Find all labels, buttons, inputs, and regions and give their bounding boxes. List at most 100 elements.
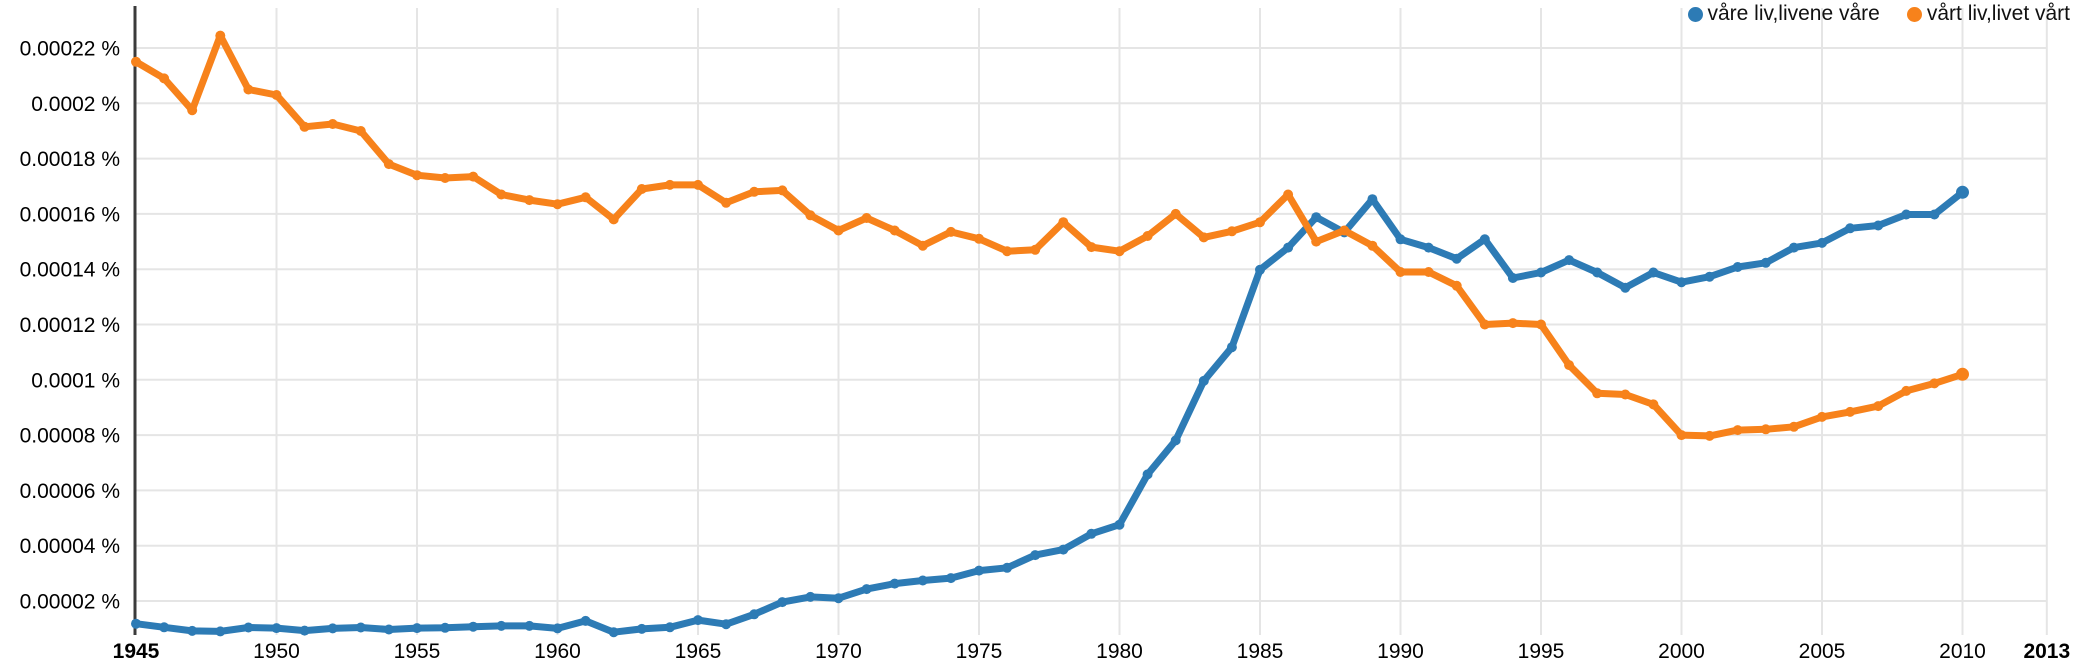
data-point[interactable] (833, 593, 844, 604)
data-point[interactable] (608, 214, 619, 225)
data-point[interactable] (383, 159, 394, 170)
data-point[interactable] (271, 623, 282, 634)
data-point[interactable] (496, 620, 507, 631)
data-point[interactable] (1620, 282, 1631, 293)
data-point[interactable] (1479, 234, 1490, 245)
data-point[interactable] (1648, 399, 1659, 410)
data-point[interactable] (243, 622, 254, 633)
data-point[interactable] (693, 179, 703, 190)
data-point[interactable] (1704, 430, 1715, 441)
data-point[interactable] (1956, 185, 1969, 199)
data-point[interactable] (327, 119, 338, 129)
data-point[interactable] (1170, 208, 1181, 219)
data-point[interactable] (299, 625, 310, 636)
series-line-0[interactable] (132, 188, 1966, 636)
data-point[interactable] (1395, 267, 1406, 277)
data-point[interactable] (1901, 209, 1912, 220)
data-point[interactable] (1788, 421, 1799, 432)
data-point[interactable] (355, 622, 366, 633)
data-point[interactable] (1760, 257, 1771, 268)
data-point[interactable] (1845, 223, 1856, 234)
data-point[interactable] (861, 213, 872, 223)
data-point[interactable] (1507, 318, 1518, 329)
data-point[interactable] (721, 619, 732, 630)
data-point[interactable] (468, 621, 479, 632)
data-point[interactable] (1564, 360, 1575, 371)
data-point[interactable] (440, 622, 451, 633)
data-point[interactable] (1845, 406, 1856, 417)
data-point[interactable] (1367, 240, 1378, 251)
data-point[interactable] (1901, 385, 1912, 396)
data-point[interactable] (1929, 378, 1940, 389)
data-point[interactable] (1536, 319, 1546, 330)
data-point[interactable] (1704, 271, 1715, 282)
data-point[interactable] (1002, 246, 1013, 257)
legend-item-vare-liv[interactable]: våre liv,livene våre (1687, 2, 1880, 26)
data-point[interactable] (1423, 267, 1434, 277)
data-point[interactable] (159, 622, 170, 633)
data-point[interactable] (355, 126, 366, 136)
data-point[interactable] (693, 615, 703, 626)
data-point[interactable] (580, 615, 591, 626)
data-point[interactable] (833, 225, 844, 236)
data-point[interactable] (1255, 217, 1265, 228)
data-point[interactable] (1030, 550, 1041, 561)
data-point[interactable] (889, 578, 900, 589)
data-point[interactable] (608, 627, 619, 638)
data-point[interactable] (777, 597, 788, 608)
data-point[interactable] (974, 565, 984, 576)
data-point[interactable] (1058, 217, 1069, 228)
data-point[interactable] (721, 197, 732, 208)
data-point[interactable] (1395, 234, 1406, 245)
data-point[interactable] (1451, 280, 1462, 291)
data-point[interactable] (552, 199, 563, 210)
data-point[interactable] (1255, 264, 1265, 275)
data-point[interactable] (1676, 277, 1687, 288)
data-point[interactable] (412, 170, 422, 181)
data-point[interactable] (1086, 528, 1097, 539)
data-point[interactable] (1676, 430, 1687, 441)
data-point[interactable] (1929, 209, 1940, 220)
data-point[interactable] (974, 233, 984, 244)
data-point[interactable] (749, 186, 760, 197)
data-point[interactable] (1311, 212, 1322, 223)
data-point[interactable] (524, 195, 535, 206)
data-point[interactable] (1142, 469, 1153, 480)
data-point[interactable] (889, 225, 900, 236)
data-point[interactable] (1283, 189, 1294, 200)
data-point[interactable] (664, 622, 675, 633)
data-point[interactable] (749, 609, 760, 620)
data-point[interactable] (271, 90, 282, 100)
data-point[interactable] (1226, 342, 1237, 353)
data-point[interactable] (805, 591, 816, 602)
data-point[interactable] (1760, 424, 1771, 435)
data-point[interactable] (215, 30, 226, 41)
data-point[interactable] (131, 618, 141, 629)
data-point[interactable] (1817, 237, 1827, 248)
data-point[interactable] (1114, 519, 1125, 530)
data-point[interactable] (1170, 435, 1181, 446)
data-point[interactable] (1451, 253, 1462, 264)
data-point[interactable] (917, 575, 928, 586)
data-point[interactable] (187, 105, 198, 116)
data-point[interactable] (1226, 226, 1237, 237)
data-point[interactable] (1086, 242, 1097, 253)
data-point[interactable] (187, 625, 198, 636)
data-point[interactable] (1339, 225, 1350, 236)
data-point[interactable] (945, 573, 956, 584)
data-point[interactable] (580, 192, 591, 203)
data-point[interactable] (440, 173, 451, 183)
data-point[interactable] (1058, 544, 1069, 555)
data-point[interactable] (1002, 562, 1013, 573)
legend-item-vart-liv[interactable]: vårt liv,livet vårt (1906, 2, 2070, 26)
data-point[interactable] (636, 184, 647, 194)
data-point[interactable] (1423, 242, 1434, 253)
data-point[interactable] (1114, 246, 1125, 257)
data-point[interactable] (664, 179, 675, 190)
data-point[interactable] (552, 623, 563, 634)
data-point[interactable] (243, 84, 254, 95)
data-point[interactable] (468, 171, 479, 182)
data-point[interactable] (1283, 242, 1294, 253)
data-point[interactable] (524, 620, 535, 631)
